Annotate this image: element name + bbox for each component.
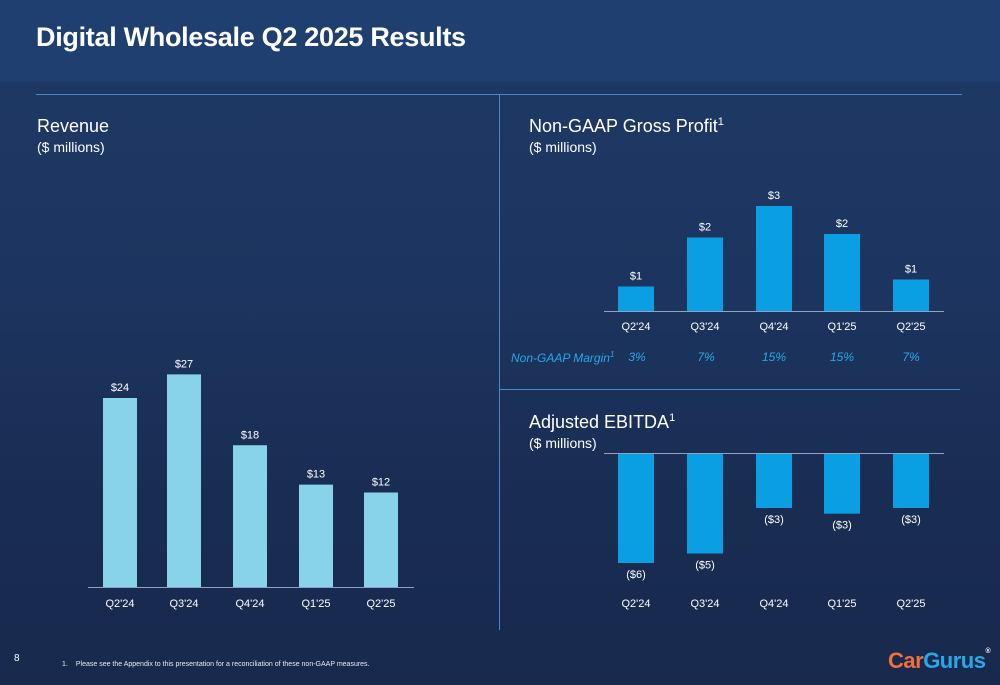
gross-profit-category-label: Q4'24: [759, 321, 788, 333]
revenue-data-label: $27: [175, 358, 193, 370]
revenue-data-label: $12: [372, 477, 390, 489]
ebitda-data-label: ($3): [764, 514, 784, 526]
gross-profit-data-label: $1: [630, 271, 642, 283]
ebitda-title: Adjusted EBITDA1: [529, 412, 675, 433]
revenue-data-label: $18: [241, 429, 259, 441]
gross-profit-bar: [893, 279, 929, 311]
middle-divider: [500, 389, 960, 390]
margin-label-text: Non-GAAP Margin: [511, 351, 610, 365]
ebitda-data-label: ($3): [832, 520, 852, 532]
ebitda-category-label: Q3'24: [690, 598, 719, 610]
title-bar: [0, 0, 1000, 82]
gross-profit-category-label: Q2'25: [896, 321, 925, 333]
margin-value: 15%: [761, 350, 787, 364]
gross-profit-title-text: Non-GAAP Gross Profit: [529, 116, 718, 136]
footnote-number: 1.: [62, 661, 68, 668]
revenue-category-label: Q3'24: [169, 598, 198, 610]
revenue-title: Revenue: [37, 116, 109, 137]
revenue-bar: [103, 398, 137, 587]
revenue-category-label: Q2'24: [105, 598, 134, 610]
gross-profit-category-label: Q2'24: [621, 321, 650, 333]
ebitda-footnote-mark: 1: [669, 412, 676, 424]
gross-profit-footnote-mark: 1: [717, 116, 724, 128]
gross-profit-category-label: Q3'24: [690, 321, 719, 333]
revenue-data-label: $24: [111, 382, 129, 394]
margin-label: Non-GAAP Margin1: [511, 350, 614, 365]
revenue-category-label: Q2'25: [366, 598, 395, 610]
ebitda-category-label: Q4'24: [759, 598, 788, 610]
revenue-bar: [299, 484, 333, 587]
margin-row: Non-GAAP Margin1 3% 7% 15% 15% 7%: [0, 350, 1000, 366]
ebitda-data-label: ($5): [695, 560, 715, 572]
revenue-title-text: Revenue: [37, 116, 110, 136]
ebitda-category-label: Q1'25: [827, 598, 856, 610]
gross-profit-title: Non-GAAP Gross Profit1: [529, 116, 724, 137]
revenue-category-label: Q4'24: [235, 598, 264, 610]
gross-profit-bar: [687, 237, 723, 311]
ebitda-data-label: ($3): [901, 514, 921, 526]
gross-profit-bar: [618, 286, 654, 311]
gross-profit-data-label: $2: [699, 222, 711, 234]
page-title: Digital Wholesale Q2 2025 Results: [36, 22, 466, 52]
gross-profit-subtitle: ($ millions): [529, 139, 597, 155]
ebitda-bar: [618, 453, 654, 563]
margin-footnote-mark: 1: [609, 350, 615, 359]
page-number: 8: [14, 653, 20, 664]
revenue-subtitle: ($ millions): [37, 139, 105, 155]
ebitda-data-label: ($6): [626, 569, 646, 581]
ebitda-category-label: Q2'24: [621, 598, 650, 610]
gross-profit-data-label: $2: [836, 218, 848, 230]
footnote-text: Please see the Appendix to this presenta…: [75, 661, 370, 668]
ebitda-subtitle: ($ millions): [529, 435, 597, 451]
top-divider: [36, 94, 962, 95]
vertical-divider: [499, 95, 500, 630]
logo-gurus: Gurus: [923, 648, 986, 673]
ebitda-category-label: Q2'25: [896, 598, 925, 610]
logo-car: Car: [888, 648, 924, 673]
logo-trademark: ®: [985, 648, 991, 655]
margin-value: 3%: [628, 350, 646, 364]
ebitda-title-text: Adjusted EBITDA: [529, 412, 670, 432]
revenue-data-label: $13: [307, 469, 325, 481]
revenue-bar: [233, 445, 267, 587]
revenue-bar: [364, 492, 398, 587]
ebitda-bar: [687, 453, 723, 554]
footnote: 1. Please see the Appendix to this presen…: [62, 661, 370, 668]
gross-profit-bar: [824, 234, 860, 311]
gross-profit-bar: [756, 206, 792, 311]
gross-profit-data-label: $1: [905, 264, 917, 276]
margin-value: 7%: [902, 350, 920, 364]
margin-value: 15%: [829, 350, 855, 364]
revenue-category-label: Q1'25: [301, 598, 330, 610]
margin-value: 7%: [697, 350, 715, 364]
revenue-bar: [167, 374, 201, 587]
ebitda-bar: [824, 453, 860, 514]
gross-profit-data-label: $3: [768, 190, 780, 202]
gross-profit-category-label: Q1'25: [827, 321, 856, 333]
ebitda-bar: [893, 453, 929, 508]
cargurus-logo: CarGurus®: [888, 648, 991, 674]
ebitda-bar: [756, 453, 792, 508]
